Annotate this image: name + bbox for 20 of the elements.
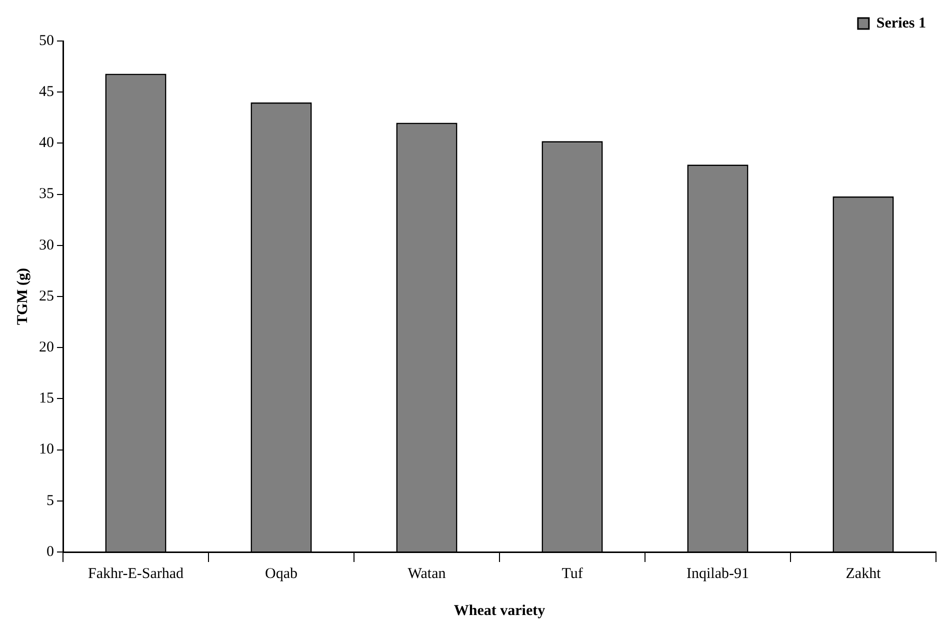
x-tick-label: Inqilab-91 [686,566,749,582]
x-tick-label: Fakhr-E-Sarhad [88,566,184,582]
y-tick-label: 25 [39,288,54,304]
x-axis-title: Wheat variety [454,602,546,619]
x-tick-label: Oqab [265,566,298,582]
y-tick-label: 10 [39,442,54,458]
y-tick-label: 5 [46,492,54,509]
y-tick-label: 45 [39,84,54,100]
y-tick-label: 20 [39,340,54,356]
y-tick-label: 15 [39,390,54,407]
x-tick-label: Zakht [846,566,882,582]
y-tick-label: 35 [39,186,54,202]
y-axis-title: TGM (g) [14,268,31,326]
y-tick-label: 0 [46,544,54,560]
x-tick-label: Tuf [562,566,583,582]
legend-label: Series 1 [876,15,926,32]
y-tick-label: 40 [39,135,54,152]
y-tick-label: 50 [39,32,54,49]
x-tick-label: Watan [408,566,446,582]
y-tick-label: 30 [39,237,54,254]
